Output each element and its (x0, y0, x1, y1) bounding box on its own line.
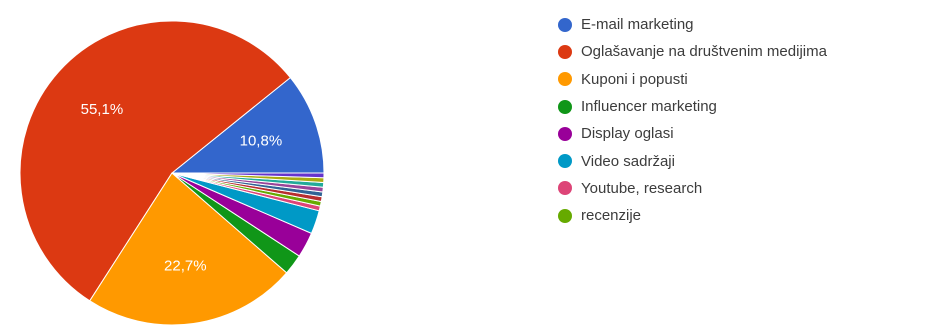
legend-label: Oglašavanje na društvenim medijima (581, 43, 827, 61)
legend-item-1[interactable]: Oglašavanje na društvenim medijima (558, 38, 827, 65)
slice-value-label-1: 55,1% (81, 101, 124, 118)
legend-item-6[interactable]: Youtube, research (558, 175, 827, 202)
legend-item-2[interactable]: Kuponi i popusti (558, 66, 827, 93)
legend-label: Youtube, research (581, 179, 703, 197)
legend-swatch-icon (558, 181, 572, 196)
legend-item-0[interactable]: E-mail marketing (558, 11, 827, 38)
chart-legend: E-mail marketing Oglašavanje na društveni… (558, 11, 827, 229)
legend-item-3[interactable]: Influencer marketing (558, 93, 827, 120)
legend-label: Video sadržaji (581, 152, 675, 170)
legend-swatch-icon (558, 99, 572, 114)
legend-item-4[interactable]: Display oglasi (558, 120, 827, 147)
legend-item-7[interactable]: recenzije (558, 202, 827, 229)
legend-swatch-icon (558, 126, 572, 141)
legend-swatch-icon (558, 44, 572, 59)
pie-slice-1[interactable] (19, 20, 292, 302)
legend-item-5[interactable]: Video sadržaji (558, 147, 827, 174)
pie-chart: 10,8% 55,1% 22,7% (0, 0, 340, 325)
legend-swatch-icon (558, 154, 572, 169)
legend-label: Influencer marketing (581, 98, 717, 116)
pie-slice-2[interactable] (89, 172, 288, 325)
pie-svg: 10,8% 55,1% 22,7% (19, 20, 325, 325)
slice-value-label-0: 10,8% (240, 133, 283, 150)
legend-swatch-icon (558, 72, 572, 87)
legend-label: recenzije (581, 207, 642, 225)
legend-label: E-mail marketing (581, 16, 694, 34)
legend-swatch-icon (558, 208, 572, 223)
legend-swatch-icon (558, 17, 572, 32)
pie-slice-13[interactable] (171, 172, 325, 179)
legend-label: Kuponi i popusti (581, 70, 688, 88)
legend-label: Display oglasi (581, 125, 674, 143)
pie-slice-0[interactable] (170, 76, 325, 174)
slice-value-label-2: 22,7% (164, 257, 207, 274)
